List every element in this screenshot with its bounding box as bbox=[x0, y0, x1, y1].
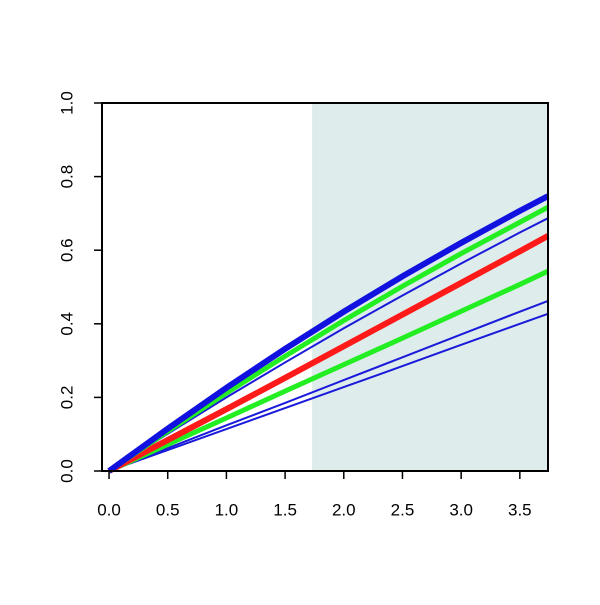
x-tick-label: 3.5 bbox=[508, 500, 532, 519]
line bbox=[107, 193, 550, 474]
x-tick-label: 3.0 bbox=[449, 500, 473, 519]
line bbox=[108, 217, 549, 472]
x-tick-label: 2.0 bbox=[332, 500, 356, 519]
x-tick-label: 0.0 bbox=[97, 500, 121, 519]
line bbox=[108, 300, 549, 472]
line bbox=[107, 233, 550, 474]
y-tick-label: 1.0 bbox=[57, 91, 76, 115]
y-tick-label: 0.2 bbox=[57, 386, 76, 410]
x-tick-label: 0.5 bbox=[156, 500, 180, 519]
line bbox=[108, 268, 550, 474]
x-tick-label: 1.0 bbox=[215, 500, 239, 519]
line bbox=[108, 312, 549, 472]
x-tick-label: 1.5 bbox=[273, 500, 297, 519]
y-tick-label: 0.4 bbox=[57, 312, 76, 336]
y-tick-label: 0.8 bbox=[57, 165, 76, 189]
y-tick-label: 0.6 bbox=[57, 238, 76, 262]
plot-box bbox=[101, 102, 549, 472]
x-tick-label: 2.5 bbox=[391, 500, 415, 519]
y-tick-label: 0.0 bbox=[57, 459, 76, 483]
